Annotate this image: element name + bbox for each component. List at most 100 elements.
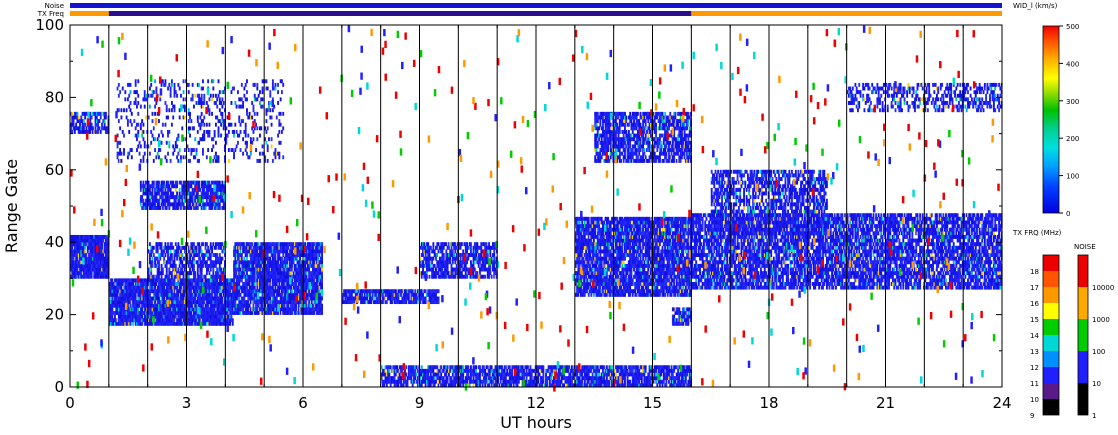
- data-cell: [218, 192, 220, 196]
- data-cell: [267, 159, 269, 163]
- data-cell: [131, 155, 133, 159]
- data-cell: [167, 116, 169, 120]
- data-cell: [256, 307, 258, 311]
- data-cell: [137, 101, 139, 105]
- data-cell: [152, 112, 154, 116]
- data-cell: [281, 90, 283, 94]
- data-cell: [262, 105, 264, 109]
- data-cell: [177, 293, 179, 297]
- data-cell: [242, 307, 244, 311]
- data-cell: [241, 97, 243, 101]
- data-cell: [150, 141, 152, 145]
- data-cell: [207, 304, 209, 308]
- data-cell: [201, 123, 203, 127]
- data-cell: [461, 271, 463, 275]
- data-cell: [470, 249, 472, 253]
- data-cell: [221, 116, 223, 120]
- data-cell: [172, 181, 174, 185]
- data-cell: [180, 181, 182, 185]
- data-cell: [231, 315, 233, 319]
- data-cell: [161, 246, 163, 250]
- data-cell: [118, 108, 120, 112]
- data-cell: [321, 282, 323, 286]
- data-cell: [119, 141, 121, 145]
- data-cell: [207, 246, 209, 250]
- data-cell: [308, 268, 310, 272]
- data-cell: [196, 148, 198, 152]
- data-cell: [166, 105, 168, 109]
- data-cell: [162, 134, 164, 138]
- data-cell: [470, 246, 472, 250]
- data-cell: [312, 246, 314, 250]
- data-cell: [258, 242, 260, 246]
- data-cell: [313, 278, 315, 282]
- data-cell: [202, 87, 204, 91]
- data-cell: [162, 253, 164, 257]
- data-cell: [443, 253, 445, 257]
- data-cell: [175, 264, 177, 268]
- data-cell: [234, 101, 236, 105]
- data-cell: [277, 90, 279, 94]
- data-cell: [122, 130, 124, 134]
- data-cell: [168, 130, 170, 134]
- data-cell: [286, 260, 288, 264]
- data-cell: [80, 271, 82, 275]
- data-cell: [346, 293, 348, 297]
- data-cell: [135, 297, 137, 301]
- data-cell: [432, 268, 434, 272]
- data-cell: [211, 148, 213, 152]
- data-cell: [171, 79, 173, 83]
- data-cell: [199, 116, 201, 120]
- data-cell: [249, 282, 251, 286]
- data-cell: [158, 199, 160, 203]
- data-cell: [80, 116, 82, 120]
- data-cell: [181, 253, 183, 257]
- data-cell: [211, 97, 213, 101]
- data-cell: [233, 152, 235, 156]
- data-cell: [255, 148, 257, 152]
- data-cell: [193, 260, 195, 264]
- data-cell: [210, 184, 212, 188]
- data-cell: [202, 152, 204, 156]
- data-cell: [135, 293, 137, 297]
- data-cell: [152, 192, 154, 196]
- data-cell: [473, 271, 475, 275]
- data-cell: [236, 105, 238, 109]
- data-cell: [196, 152, 198, 156]
- data-cell: [202, 304, 204, 308]
- data-cell: [265, 141, 267, 145]
- data-cell: [189, 116, 191, 120]
- data-cell: [212, 268, 214, 272]
- data-cell: [220, 260, 222, 264]
- data-cell: [120, 108, 122, 112]
- data-cell: [474, 260, 476, 264]
- data-cell: [176, 184, 178, 188]
- data-cell: [461, 264, 463, 268]
- data-cell: [215, 101, 217, 105]
- data-cell: [135, 79, 137, 83]
- data-cell: [489, 249, 491, 253]
- data-cell: [425, 300, 427, 304]
- data-cell: [184, 148, 186, 152]
- data-cell: [435, 257, 437, 261]
- data-cell: [95, 126, 97, 130]
- data-cell: [199, 257, 201, 261]
- data-cell: [122, 87, 124, 91]
- data-cell: [168, 83, 170, 87]
- data-cell: [203, 101, 205, 105]
- data-cell: [193, 264, 195, 268]
- data-cell: [212, 87, 214, 91]
- data-cell: [237, 141, 239, 145]
- data-cell: [119, 126, 121, 130]
- data-cell: [111, 315, 113, 319]
- data-cell: [386, 300, 388, 304]
- data-cell: [127, 119, 129, 123]
- data-cell: [158, 119, 160, 123]
- data-cell: [272, 79, 274, 83]
- data-cell: [123, 152, 125, 156]
- data-cell: [223, 126, 225, 130]
- data-cell: [306, 304, 308, 308]
- data-cell: [250, 152, 252, 156]
- data-cell: [117, 87, 119, 91]
- data-cell: [218, 159, 220, 163]
